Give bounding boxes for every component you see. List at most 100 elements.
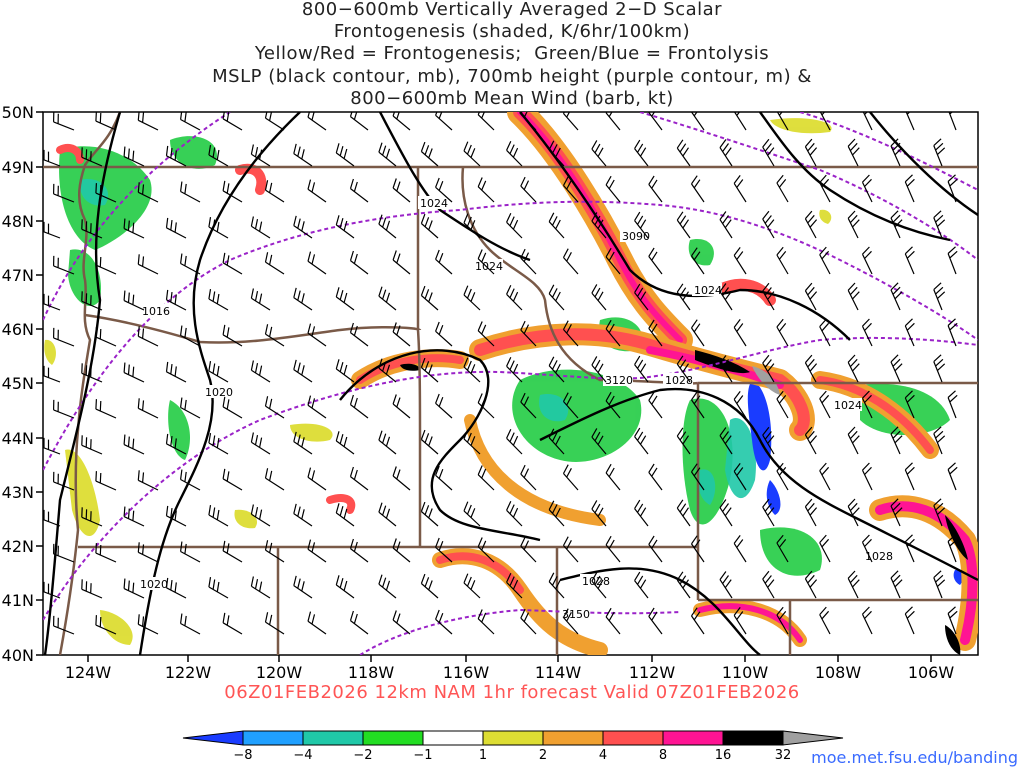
wind-barb <box>947 462 958 491</box>
wind-barb <box>520 464 537 491</box>
mslp-label: 1024 <box>475 260 503 273</box>
wind-barb <box>392 112 411 131</box>
wind-barb <box>562 392 579 419</box>
wind-barb <box>762 354 775 383</box>
wind-barb <box>420 285 439 311</box>
wind-barb <box>420 501 439 527</box>
wind-barb <box>463 213 481 239</box>
wind-barb <box>81 291 103 311</box>
wind-barb <box>605 319 621 347</box>
wind-barb <box>180 181 201 203</box>
height-label: 3150 <box>562 608 590 621</box>
wind-barb <box>520 536 537 563</box>
longitude-labels: 124W 122W 120W 118W 116W 114W 112W 110W … <box>65 663 955 682</box>
wind-barb <box>435 465 453 491</box>
wind-barb <box>81 363 103 383</box>
wind-barb <box>506 500 523 527</box>
wind-barb <box>605 112 621 131</box>
wind-barb <box>776 606 789 635</box>
wind-barb <box>506 356 523 383</box>
wind-barb <box>719 283 733 311</box>
wind-barb <box>378 430 397 455</box>
wind-barb <box>591 572 607 599</box>
wind-barb <box>506 284 523 311</box>
wind-barb <box>43 581 61 599</box>
lon-label: 110W <box>722 663 769 682</box>
wind-barb <box>861 246 873 275</box>
wind-barb <box>420 357 439 383</box>
wind-barb <box>81 507 103 527</box>
wind-barb <box>562 248 579 275</box>
wind-barb <box>43 509 61 527</box>
wind-barb <box>947 534 958 563</box>
wind-barb <box>463 285 481 311</box>
wind-barb <box>933 426 946 455</box>
wind-barb <box>137 398 159 419</box>
wind-barb <box>463 141 481 167</box>
source-url[interactable]: moe.met.fsu.edu/banding <box>811 748 1018 767</box>
wind-barb <box>420 213 439 239</box>
wind-barb <box>605 391 621 419</box>
colorbar-tick: 32 <box>775 748 792 763</box>
wind-barb <box>222 468 243 491</box>
wind-barb <box>137 182 159 203</box>
colorbar-max-arrow <box>782 730 844 746</box>
wind-barb <box>861 462 873 491</box>
wind-barb <box>137 326 159 347</box>
mslp-label: 1028 <box>865 550 893 563</box>
wind-barb <box>137 470 159 491</box>
lon-label: 118W <box>348 663 395 682</box>
frontogenesis-orange-red-bands <box>56 112 978 655</box>
wind-barb <box>264 396 285 419</box>
wind-barb <box>349 178 369 203</box>
lat-label: 44N <box>2 429 34 448</box>
wind-barb <box>648 607 663 635</box>
wind-barb <box>222 540 243 563</box>
wind-barb <box>180 112 201 131</box>
wind-barb <box>905 112 915 131</box>
colorbar-tick: 8 <box>659 748 667 763</box>
wind-barb <box>562 176 579 203</box>
wind-barb <box>180 613 201 635</box>
colorbar-tick: −8 <box>233 748 252 763</box>
wind-barb <box>676 355 691 383</box>
wind-barb <box>293 215 313 239</box>
wind-barb <box>293 575 313 599</box>
wind-barb <box>861 318 873 347</box>
colorbar-ticks: −8 −4 −2 −1 1 2 4 8 16 32 <box>233 748 791 763</box>
wind-barb <box>420 429 439 455</box>
wind-barb <box>648 175 663 203</box>
wind-barb <box>890 282 903 311</box>
wind-barb <box>819 174 831 203</box>
mslp-label: 1024 <box>420 197 448 210</box>
wind-barb <box>293 143 313 167</box>
lon-label: 120W <box>256 663 303 682</box>
wind-barb <box>137 542 159 563</box>
wind-barb <box>804 210 818 239</box>
wind-barb <box>137 614 159 635</box>
wind-barb <box>506 428 523 455</box>
wind-barb <box>847 210 860 239</box>
wind-barb <box>307 251 327 275</box>
wind-barb <box>335 287 355 311</box>
colorbar-tick: 2 <box>539 748 547 763</box>
wind-barb <box>776 246 789 275</box>
borders-layer <box>43 112 978 655</box>
wind-barb <box>420 573 439 599</box>
lat-label: 50N <box>2 103 34 122</box>
wind-barb <box>904 174 915 203</box>
wind-barb <box>392 466 411 491</box>
wind-barb <box>904 390 915 419</box>
latitude-labels: 50N 49N 48N 47N 46N 45N 44N 43N 42N 41N … <box>2 103 34 665</box>
wind-barb <box>691 463 705 491</box>
wind-barb <box>392 322 411 347</box>
wind-barb <box>947 246 958 275</box>
wind-barb <box>691 319 705 347</box>
wind-barb <box>250 216 271 239</box>
wind-barb <box>804 570 818 599</box>
wind-barb <box>349 112 369 131</box>
wind-barb <box>506 212 523 239</box>
wind-barb <box>634 211 649 239</box>
wind-barb <box>123 146 145 167</box>
wind-barb <box>53 327 75 347</box>
